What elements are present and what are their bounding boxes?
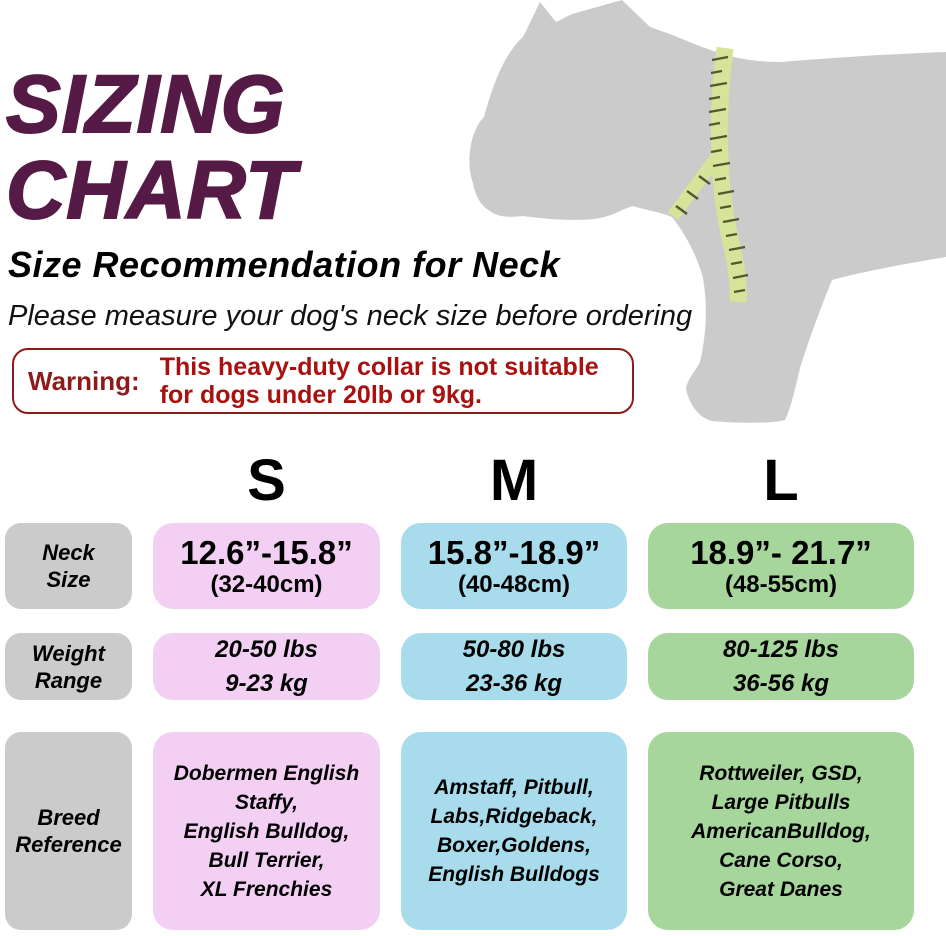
- warning-message: This heavy-duty collar is not suitable f…: [159, 353, 599, 409]
- page-title-line1: SIZING: [5, 59, 286, 150]
- page-title-line2: CHART: [5, 145, 297, 236]
- weight-range-cell-m: 50-80 lbs 23-36 kg: [401, 633, 627, 700]
- neck-size-inches-l: 18.9”- 21.7”: [690, 534, 872, 571]
- breed-reference-cell-s: Dobermen English Staffy, English Bulldog…: [153, 732, 380, 930]
- warning-label: Warning:: [28, 365, 140, 396]
- dog-body: [469, 0, 946, 423]
- size-header-s: S: [247, 448, 286, 513]
- dog-silhouette-illustration: [469, 0, 946, 423]
- weight-range-cell-l: 80-125 lbs 36-56 kg: [648, 633, 914, 700]
- page-subtitle: Size Recommendation for Neck: [8, 244, 561, 285]
- page-title: SIZING CHART: [5, 59, 297, 236]
- measure-note: Please measure your dog's neck size befo…: [8, 300, 693, 332]
- size-table: S M L Neck Size 12.6”-15.8” (32-40cm) 15…: [5, 452, 914, 930]
- breed-reference-cell-l: Rottweiler, GSD, Large Pitbulls American…: [648, 732, 914, 930]
- neck-size-cm-l: (48-55cm): [724, 571, 838, 598]
- neck-size-inches-s: 12.6”-15.8”: [180, 534, 353, 571]
- size-header-l: L: [763, 448, 799, 513]
- warning-box: Warning: This heavy-duty collar is not s…: [12, 348, 634, 414]
- neck-size-cm-m: (40-48cm): [457, 571, 571, 598]
- neck-size-cell-l: 18.9”- 21.7” (48-55cm): [648, 523, 914, 609]
- breed-reference-cell-m: Amstaff, Pitbull, Labs,Ridgeback, Boxer,…: [401, 732, 627, 930]
- neck-size-cm-s: (32-40cm): [210, 571, 323, 598]
- row-label-breed-reference: Breed Reference: [5, 732, 132, 930]
- neck-size-cell-m: 15.8”-18.9” (40-48cm): [401, 523, 627, 609]
- row-label-weight-range: Weight Range: [5, 633, 132, 700]
- tape-tick-marks: [675, 55, 749, 294]
- weight-range-cell-s: 20-50 lbs 9-23 kg: [153, 633, 380, 700]
- measuring-tape-icon: [667, 46, 749, 303]
- neck-size-cell-s: 12.6”-15.8” (32-40cm): [153, 523, 380, 609]
- row-label-neck-size: Neck Size: [5, 523, 132, 609]
- size-header-m: M: [489, 448, 539, 513]
- neck-size-inches-m: 15.8”-18.9”: [427, 534, 601, 571]
